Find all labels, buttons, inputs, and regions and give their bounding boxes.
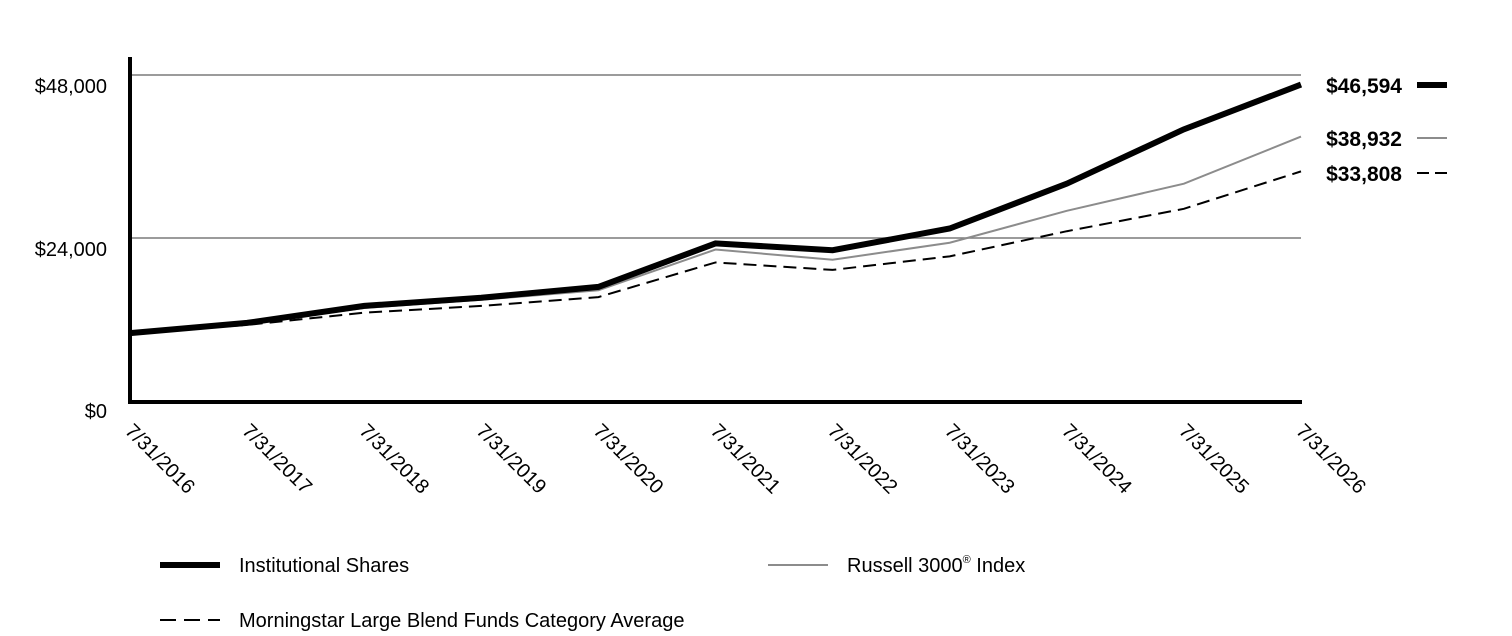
x-tick-label-7: 7/31/2023	[940, 420, 1018, 498]
x-tick-label-0: 7/31/2016	[120, 420, 198, 498]
legend-label-1: Russell 3000® Index	[847, 554, 1025, 577]
legend: Institutional Shares Russell 3000® Index M…	[160, 554, 1025, 632]
x-tick-label-8: 7/31/2024	[1057, 420, 1135, 498]
end-label-2: $33,808	[1326, 163, 1402, 186]
x-tick-label-4: 7/31/2020	[589, 420, 667, 498]
x-tick-label-10: 7/31/2026	[1291, 420, 1369, 498]
x-tick-label-9: 7/31/2025	[1174, 420, 1252, 498]
x-tick-label-2: 7/31/2018	[355, 420, 433, 498]
legend-label-2: Morningstar Large Blend Funds Category A…	[239, 610, 684, 632]
series-lines	[129, 81, 1303, 337]
x-tick-label-3: 7/31/2019	[472, 420, 550, 498]
y-axis-ticks: $0 $24,000 $48,000	[35, 76, 107, 423]
legend-label-0: Institutional Shares	[239, 555, 409, 577]
end-label-0: $46,594	[1326, 75, 1402, 98]
axes	[128, 57, 1302, 404]
series-line-0	[129, 81, 1303, 337]
y-tick-label-2: $48,000	[35, 76, 107, 98]
y-tick-label-1: $24,000	[35, 239, 107, 261]
gridlines	[130, 74, 1301, 239]
series-line-2	[129, 170, 1302, 335]
y-tick-label-0: $0	[85, 401, 107, 423]
x-tick-label-5: 7/31/2021	[706, 420, 784, 498]
end-label-1: $38,932	[1326, 128, 1402, 151]
x-tick-label-6: 7/31/2022	[823, 420, 901, 498]
x-tick-label-1: 7/31/2017	[238, 420, 316, 498]
series-line-1	[129, 135, 1302, 335]
x-axis-ticks: 7/31/2016 7/31/2017 7/31/2018 7/31/2019 7/31…	[120, 420, 1369, 498]
end-value-labels: $46,594 $38,932 $33,808	[1326, 75, 1447, 186]
